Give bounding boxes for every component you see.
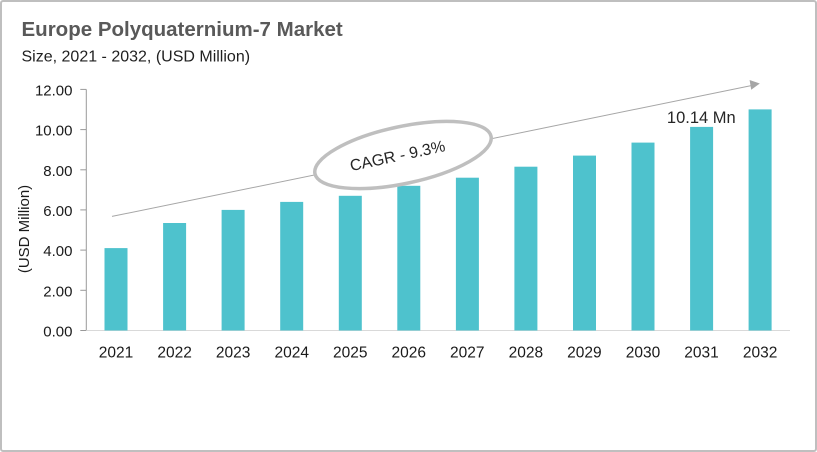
svg-text:2028: 2028 (509, 344, 543, 361)
svg-text:2.00: 2.00 (43, 283, 72, 300)
svg-text:2022: 2022 (157, 344, 191, 361)
svg-text:10.14 Mn: 10.14 Mn (667, 109, 736, 127)
svg-text:2026: 2026 (392, 344, 426, 361)
svg-text:4.00: 4.00 (43, 243, 72, 260)
svg-text:Size, 2021 - 2032, (USD Millio: Size, 2021 - 2032, (USD Million) (22, 48, 251, 65)
svg-text:2030: 2030 (626, 344, 661, 361)
svg-text:0.00: 0.00 (43, 324, 72, 341)
svg-text:2023: 2023 (216, 344, 250, 361)
svg-text:2032: 2032 (743, 344, 777, 361)
svg-text:(USD Million): (USD Million) (16, 185, 33, 273)
svg-text:2031: 2031 (684, 344, 718, 361)
svg-text:6.00: 6.00 (43, 203, 72, 220)
svg-text:2024: 2024 (274, 344, 309, 361)
svg-text:12.00: 12.00 (35, 82, 73, 99)
svg-text:2021: 2021 (99, 344, 133, 361)
svg-text:8.00: 8.00 (43, 163, 72, 180)
svg-text:2027: 2027 (450, 344, 484, 361)
svg-text:Europe Polyquaternium-7 Market: Europe Polyquaternium-7 Market (22, 18, 343, 41)
svg-text:10.00: 10.00 (35, 123, 73, 140)
svg-text:2025: 2025 (333, 344, 367, 361)
svg-text:2029: 2029 (567, 344, 601, 361)
